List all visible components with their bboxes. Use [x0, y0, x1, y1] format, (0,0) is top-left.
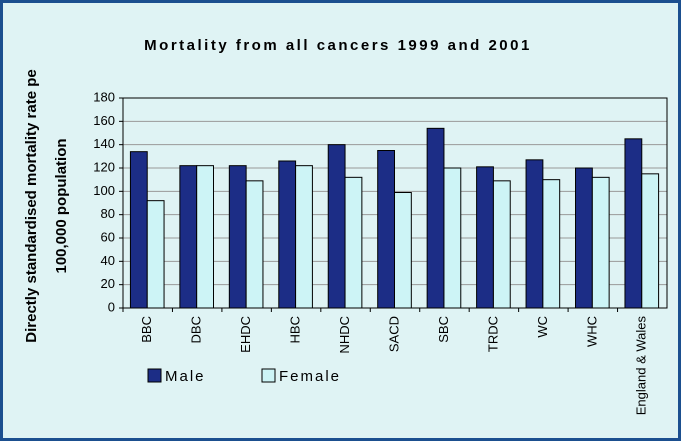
x-tick-label: SACD [386, 316, 401, 352]
y-tick-label: 180 [93, 89, 115, 104]
x-tick-label: TRDC [485, 316, 500, 352]
x-tick-label: HBC [288, 316, 303, 343]
bar [624, 138, 643, 309]
y-tick-label: 160 [93, 113, 115, 128]
bar [476, 166, 494, 309]
legend-label: Male [165, 368, 206, 385]
bar [575, 167, 593, 309]
bar [344, 176, 363, 309]
y-tick-label: 120 [93, 159, 115, 174]
bar [327, 144, 346, 309]
legend-swatch [261, 368, 276, 383]
bar [146, 200, 165, 309]
bar [426, 127, 445, 309]
chart-title: Mortality from all cancers 1999 and 2001 [144, 37, 532, 54]
bar [443, 167, 462, 309]
bar [525, 159, 544, 309]
bar [129, 151, 148, 309]
x-tick-label: SBC [436, 316, 451, 343]
bar [245, 180, 264, 309]
x-tick-label: BBC [139, 316, 154, 343]
y-tick-label: 100 [93, 183, 115, 198]
bar [394, 192, 412, 309]
y-tick-label: 80 [101, 206, 115, 221]
bar [295, 165, 313, 309]
y-tick-label: 140 [93, 136, 115, 151]
bar [228, 165, 247, 309]
y-axis-label: 100,000 population [53, 138, 70, 273]
x-tick-label: DBC [189, 316, 204, 343]
y-tick-label: 20 [101, 276, 115, 291]
x-tick-label: England & Wales [634, 316, 649, 416]
bar [591, 176, 610, 309]
x-tick-label: NHDC [337, 316, 352, 354]
bar [196, 165, 215, 309]
legend-label: Female [279, 368, 341, 385]
y-tick-label: 0 [108, 299, 115, 314]
legend-swatch [147, 368, 162, 383]
y-tick-label: 40 [101, 253, 115, 268]
bar [542, 179, 561, 309]
bar [641, 173, 660, 309]
y-axis-label: Directly standardised mortality rate pe [23, 69, 40, 342]
bar [278, 160, 297, 309]
y-tick-label: 60 [101, 229, 115, 244]
x-tick-label: WC [535, 316, 550, 338]
bar [179, 165, 198, 309]
bar [492, 180, 511, 309]
x-tick-label: WHC [584, 316, 599, 347]
x-tick-label: EHDC [238, 316, 253, 353]
bar [377, 150, 396, 309]
